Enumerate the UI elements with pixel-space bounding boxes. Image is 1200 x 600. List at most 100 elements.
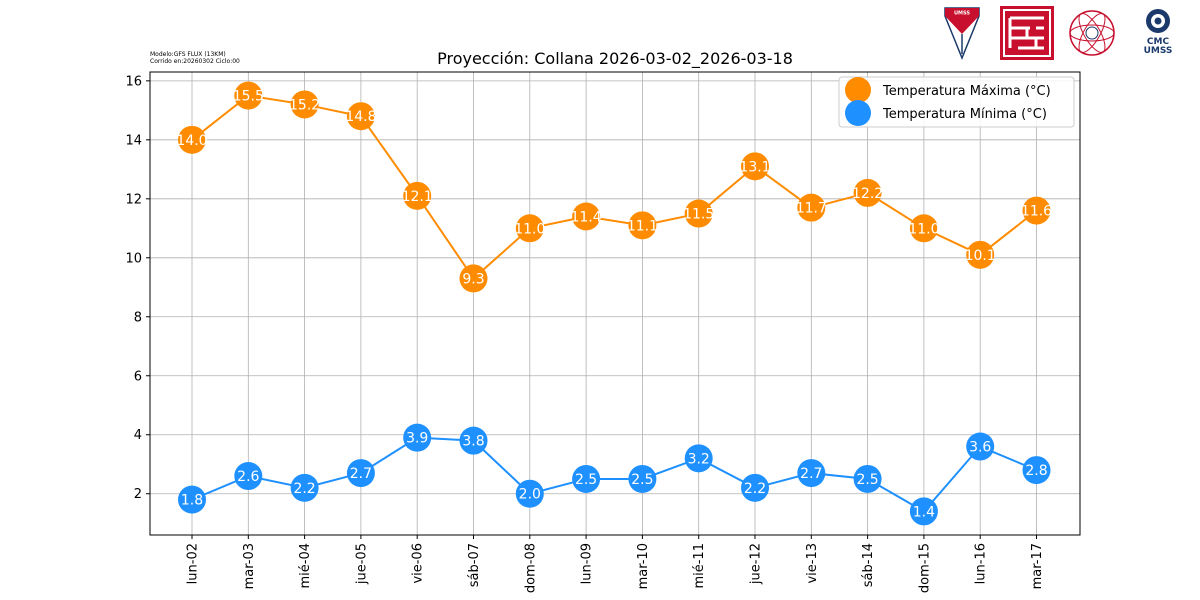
data-point bbox=[290, 473, 319, 502]
data-label: 14.0 bbox=[176, 133, 207, 149]
atom-seal-logo bbox=[1069, 10, 1115, 56]
y-tick-label: 8 bbox=[134, 310, 142, 325]
umss-shield-logo: UMSS bbox=[944, 7, 980, 60]
legend: Temperatura Máxima (°C) Temperatura Mínim… bbox=[838, 76, 1075, 128]
data-label: 15.2 bbox=[289, 97, 320, 113]
data-label: 2.7 bbox=[350, 466, 372, 482]
data-point bbox=[853, 464, 882, 493]
y-tick-label: 6 bbox=[134, 369, 142, 384]
data-point bbox=[346, 102, 375, 131]
x-tick-label: mié-11 bbox=[692, 543, 707, 589]
x-tick-label: dom-08 bbox=[523, 543, 538, 593]
data-label: 2.6 bbox=[237, 469, 259, 485]
x-tick-label: mié-04 bbox=[298, 543, 313, 589]
x-tick-label: sáb-14 bbox=[861, 543, 876, 587]
x-tick-label: sáb-07 bbox=[467, 543, 482, 587]
data-label: 2.2 bbox=[293, 481, 315, 497]
data-point bbox=[797, 193, 826, 222]
data-point bbox=[1022, 196, 1051, 225]
data-label: 13.1 bbox=[739, 159, 770, 175]
data-label: 3.8 bbox=[462, 434, 484, 450]
data-label: 11.0 bbox=[514, 221, 545, 237]
data-point bbox=[572, 464, 601, 493]
data-label: 11.4 bbox=[571, 210, 602, 226]
x-tick-label: mar-03 bbox=[242, 543, 257, 589]
umss-badge-text: UMSS bbox=[954, 11, 970, 17]
data-point bbox=[346, 459, 375, 488]
x-tick-label: mar-10 bbox=[636, 543, 651, 589]
data-label: 14.8 bbox=[345, 109, 376, 125]
data-label: 9.3 bbox=[462, 271, 484, 287]
series-line-1 bbox=[191, 436, 1037, 513]
cmc-line2: UMSS bbox=[1143, 46, 1173, 56]
data-point bbox=[459, 264, 488, 293]
data-label: 15.5 bbox=[233, 89, 264, 105]
data-point bbox=[459, 426, 488, 455]
data-point bbox=[684, 199, 713, 228]
legend-label: Temperatura Máxima (°C) bbox=[882, 84, 1051, 99]
x-tick-label: dom-15 bbox=[917, 543, 932, 593]
legend-marker bbox=[845, 100, 871, 126]
data-point bbox=[797, 459, 826, 488]
data-label: 1.4 bbox=[913, 504, 935, 520]
data-point bbox=[684, 444, 713, 473]
data-point bbox=[178, 485, 206, 514]
data-point bbox=[403, 423, 432, 452]
x-tick-label: vie-13 bbox=[805, 543, 820, 584]
x-tick-label: vie-06 bbox=[411, 543, 426, 584]
data-point bbox=[234, 462, 263, 491]
data-label: 3.9 bbox=[406, 431, 428, 447]
data-point bbox=[572, 202, 601, 231]
y-tick-label: 14 bbox=[125, 133, 142, 148]
data-point bbox=[741, 152, 769, 181]
data-point bbox=[966, 240, 995, 269]
legend-box bbox=[838, 76, 1075, 128]
data-point bbox=[966, 432, 995, 461]
cmc-logo-text: CMC UMSS bbox=[1138, 38, 1178, 56]
data-label: 2.5 bbox=[631, 472, 653, 488]
data-label: 11.0 bbox=[908, 221, 939, 237]
grid bbox=[150, 72, 1080, 535]
data-label: 2.5 bbox=[856, 472, 878, 488]
data-point bbox=[178, 125, 206, 154]
chart-title: Proyección: Collana 2026-03-02_2026-03-1… bbox=[437, 49, 793, 69]
plot-frame bbox=[149, 71, 1081, 536]
data-label: 2.5 bbox=[575, 472, 597, 488]
legend-marker bbox=[845, 77, 871, 103]
data-label: 3.6 bbox=[969, 440, 991, 456]
data-label: 2.8 bbox=[1025, 463, 1047, 479]
data-label: 11.5 bbox=[683, 207, 714, 223]
model-info: Modelo:GFS FLUX (13KM) bbox=[150, 51, 226, 58]
data-label: 2.7 bbox=[800, 466, 822, 482]
data-point bbox=[290, 90, 319, 119]
series-line-0 bbox=[191, 94, 1038, 280]
x-tick-label: mar-17 bbox=[1030, 543, 1045, 589]
data-label: 1.8 bbox=[181, 493, 203, 509]
y-tick-label: 12 bbox=[125, 192, 142, 207]
data-point bbox=[515, 479, 544, 508]
cmc-line1: CMC bbox=[1146, 37, 1170, 47]
x-tick-label: lun-09 bbox=[580, 543, 595, 584]
y-tick-label: 16 bbox=[125, 74, 142, 89]
x-tick-label: lun-16 bbox=[974, 543, 989, 584]
y-tick-label: 4 bbox=[134, 428, 142, 443]
data-point bbox=[628, 464, 657, 493]
y-tick-label: 2 bbox=[134, 487, 142, 502]
cmc-gear-logo bbox=[1146, 9, 1170, 33]
x-tick-label: lun-02 bbox=[186, 543, 201, 584]
data-label: 12.1 bbox=[402, 189, 433, 205]
run-info: Corrido en:20260302 Ciclo:00 bbox=[150, 58, 240, 65]
data-point bbox=[909, 214, 938, 243]
x-tick-label: jue-05 bbox=[354, 543, 369, 585]
axes: 2 4 6 8 10 12 14 16 lun-02 mar-03 mié-04 jue-05 vie-… bbox=[125, 71, 1081, 593]
legend-label: Temperatura Mínima (°C) bbox=[882, 107, 1047, 122]
data-point bbox=[628, 211, 657, 240]
data-label: 11.6 bbox=[1021, 204, 1052, 220]
data-label: 12.2 bbox=[852, 186, 883, 202]
data-point bbox=[909, 497, 938, 526]
data-point bbox=[515, 214, 544, 243]
data-point bbox=[741, 473, 769, 502]
data-label: 2.2 bbox=[744, 481, 766, 497]
data-label: 11.1 bbox=[627, 218, 658, 234]
